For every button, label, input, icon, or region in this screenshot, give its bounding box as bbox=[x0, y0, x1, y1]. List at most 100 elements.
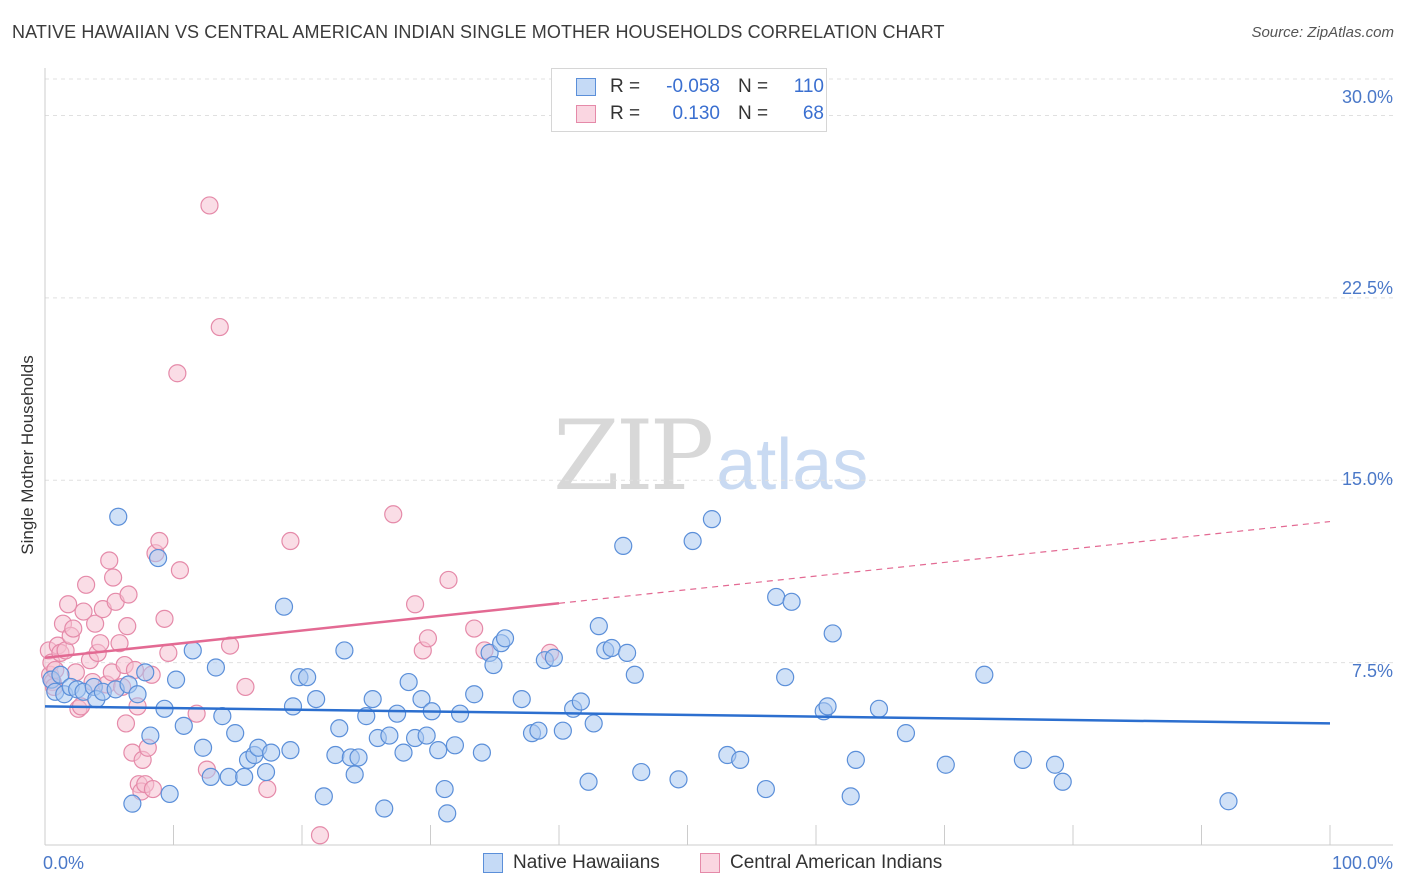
data-point bbox=[168, 364, 187, 383]
data-point bbox=[100, 551, 119, 570]
data-point bbox=[119, 585, 138, 604]
data-point bbox=[841, 787, 860, 806]
data-point bbox=[235, 767, 254, 787]
data-point bbox=[159, 643, 178, 662]
legend-item-native-hawaiians: Native Hawaiians bbox=[483, 852, 660, 874]
chart-title: NATIVE HAWAIIAN VS CENTRAL AMERICAN INDI… bbox=[12, 22, 945, 42]
y-tick-label: 15.0% bbox=[1342, 469, 1393, 489]
legend-n-value: 68 bbox=[802, 103, 824, 124]
data-point bbox=[281, 741, 300, 760]
data-point bbox=[77, 575, 96, 594]
legend-n-value: 110 bbox=[793, 76, 824, 97]
data-point bbox=[1045, 755, 1065, 774]
data-point bbox=[283, 697, 303, 716]
data-point bbox=[201, 767, 220, 787]
data-point bbox=[64, 619, 83, 638]
trend-line-central-american-indians-projection bbox=[558, 520, 1331, 604]
data-point bbox=[544, 648, 563, 667]
legend-swatch-pink bbox=[700, 853, 720, 873]
trend-line-central-american-indians bbox=[44, 602, 560, 659]
trend-lines bbox=[44, 520, 1331, 725]
data-point bbox=[298, 668, 317, 687]
data-point bbox=[529, 721, 548, 740]
data-point bbox=[495, 629, 515, 648]
watermark: ZIPatlas bbox=[553, 400, 868, 512]
data-point bbox=[571, 692, 590, 711]
data-point bbox=[782, 592, 801, 611]
data-point bbox=[1219, 792, 1238, 811]
data-point bbox=[823, 624, 842, 643]
data-point bbox=[59, 595, 78, 614]
legend-n-label: N = bbox=[738, 103, 769, 124]
data-point bbox=[439, 570, 458, 590]
legend-row-native-hawaiians: R = -0.058 N = 110 bbox=[576, 75, 824, 99]
tick-labels: 0.0% 100.0% 7.5% 15.0% 22.5% 30.0% bbox=[43, 87, 1393, 873]
data-point bbox=[109, 507, 128, 526]
data-point bbox=[326, 745, 345, 765]
data-point bbox=[160, 784, 179, 804]
data-point bbox=[602, 638, 621, 658]
data-point bbox=[936, 755, 955, 774]
data-point bbox=[512, 689, 531, 709]
y-tick-label: 22.5% bbox=[1342, 278, 1393, 298]
watermark-atlas: atlas bbox=[716, 425, 869, 505]
data-point bbox=[445, 736, 465, 755]
legend-label: Central American Indians bbox=[730, 852, 943, 873]
data-point bbox=[375, 799, 394, 818]
data-point bbox=[262, 743, 281, 762]
data-point bbox=[150, 531, 169, 551]
trend-line-native-hawaiians bbox=[44, 705, 1331, 725]
data-point bbox=[589, 617, 608, 636]
legend-swatch-blue bbox=[483, 853, 503, 873]
data-point bbox=[363, 689, 382, 709]
data-point bbox=[155, 609, 174, 628]
legend-swatch-blue bbox=[576, 78, 596, 96]
data-point bbox=[380, 726, 399, 745]
data-point bbox=[314, 787, 333, 806]
data-point bbox=[143, 779, 163, 799]
data-point bbox=[226, 724, 245, 743]
data-point bbox=[213, 707, 232, 726]
x-tick-label-max: 100.0% bbox=[1332, 853, 1393, 873]
data-point bbox=[128, 685, 147, 704]
data-point bbox=[86, 614, 105, 633]
source-label: Source: ZipAtlas.com bbox=[1251, 24, 1394, 41]
data-point bbox=[349, 748, 368, 767]
data-point bbox=[869, 699, 889, 718]
data-point bbox=[256, 762, 276, 782]
data-point bbox=[174, 716, 193, 735]
data-point bbox=[429, 741, 448, 760]
data-point bbox=[123, 794, 142, 813]
grid bbox=[45, 78, 1393, 664]
watermark-zip: ZIP bbox=[553, 400, 714, 512]
data-point bbox=[345, 765, 364, 784]
data-point bbox=[767, 587, 786, 607]
data-point bbox=[148, 548, 168, 568]
data-point bbox=[200, 196, 219, 215]
data-point bbox=[553, 721, 572, 740]
data-point bbox=[405, 595, 425, 614]
legend-r-label: R = bbox=[610, 76, 641, 97]
data-point bbox=[335, 641, 354, 660]
data-point bbox=[465, 685, 484, 704]
data-point bbox=[846, 750, 865, 769]
series-legend: Native Hawaiians Central American Indian… bbox=[0, 852, 1406, 878]
data-point bbox=[399, 672, 418, 692]
data-point bbox=[281, 531, 300, 551]
data-point bbox=[236, 677, 255, 697]
data-point bbox=[91, 634, 110, 653]
data-point bbox=[438, 804, 457, 823]
data-point bbox=[731, 750, 750, 769]
data-point bbox=[450, 704, 470, 723]
data-point bbox=[307, 689, 326, 709]
data-point bbox=[310, 826, 330, 845]
data-point bbox=[756, 779, 775, 799]
data-point bbox=[118, 617, 137, 636]
data-point bbox=[579, 772, 598, 791]
data-point bbox=[465, 619, 484, 638]
data-point bbox=[394, 743, 413, 762]
data-point bbox=[330, 719, 349, 738]
data-point bbox=[1053, 772, 1072, 791]
x-tick-label-min: 0.0% bbox=[43, 853, 84, 873]
